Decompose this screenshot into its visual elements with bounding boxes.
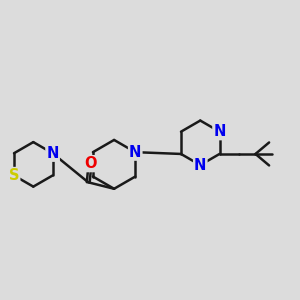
Text: N: N — [46, 146, 59, 161]
Text: O: O — [84, 156, 96, 171]
Text: N: N — [213, 124, 226, 139]
Text: N: N — [129, 145, 141, 160]
Text: N: N — [194, 158, 206, 172]
Text: S: S — [9, 168, 19, 183]
